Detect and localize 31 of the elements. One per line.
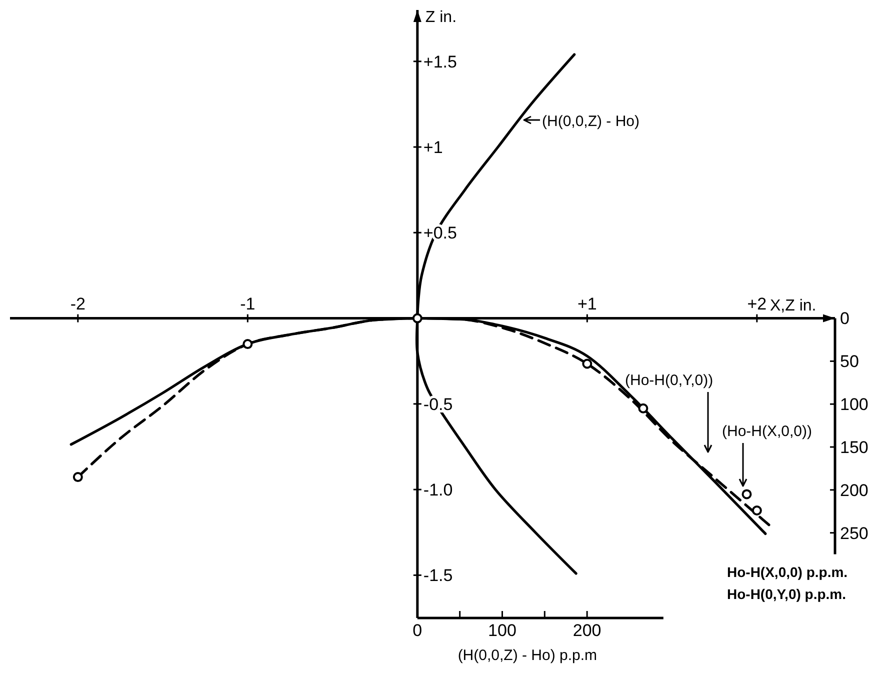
x2-axis-title: (H(0,0,Z) - Ho) p.p.m	[458, 647, 597, 664]
y-tick-label: -1.0	[423, 480, 453, 500]
point	[638, 403, 648, 414]
point	[72, 472, 83, 482]
x-tick-label: +1	[577, 294, 597, 314]
annotation: (Ho-H(0,Y,0))	[625, 372, 714, 389]
point	[582, 358, 592, 369]
y2-tick-label: 200	[840, 480, 868, 500]
y2-tick-label: 0	[840, 309, 850, 328]
y-tick-label: -1.5	[423, 566, 453, 586]
x-tick-label: -1	[240, 294, 256, 314]
point	[242, 339, 253, 350]
x-tick-label: +2	[747, 294, 767, 314]
y-tick-label: +1.5	[423, 52, 457, 72]
y2-tick-label: 250	[840, 524, 868, 543]
point	[412, 313, 422, 324]
x2-tick-label: 200	[572, 621, 602, 640]
x2-tick-label: 0	[412, 621, 422, 640]
annotation: (H(0,0,Z) - Ho)	[542, 113, 640, 130]
point	[752, 506, 762, 516]
x-tick-label: -2	[70, 294, 86, 314]
x-axis-title: X,Z in.	[770, 297, 816, 314]
x2-tick-label: 100	[488, 621, 516, 640]
point	[742, 489, 752, 500]
annotation: (Ho-H(X,0,0))	[722, 423, 812, 440]
y-axis-title: Z in.	[425, 9, 457, 26]
y2-tick-label: 100	[840, 395, 868, 414]
y2-tick-label: 50	[840, 352, 859, 372]
y2-axis-title: Ho-H(X,0,0) p.p.m. Ho-H(0,Y,0) p.p.m.	[727, 564, 848, 602]
y2-tick-label: 150	[840, 438, 868, 457]
y-tick-label: +1	[423, 138, 443, 157]
